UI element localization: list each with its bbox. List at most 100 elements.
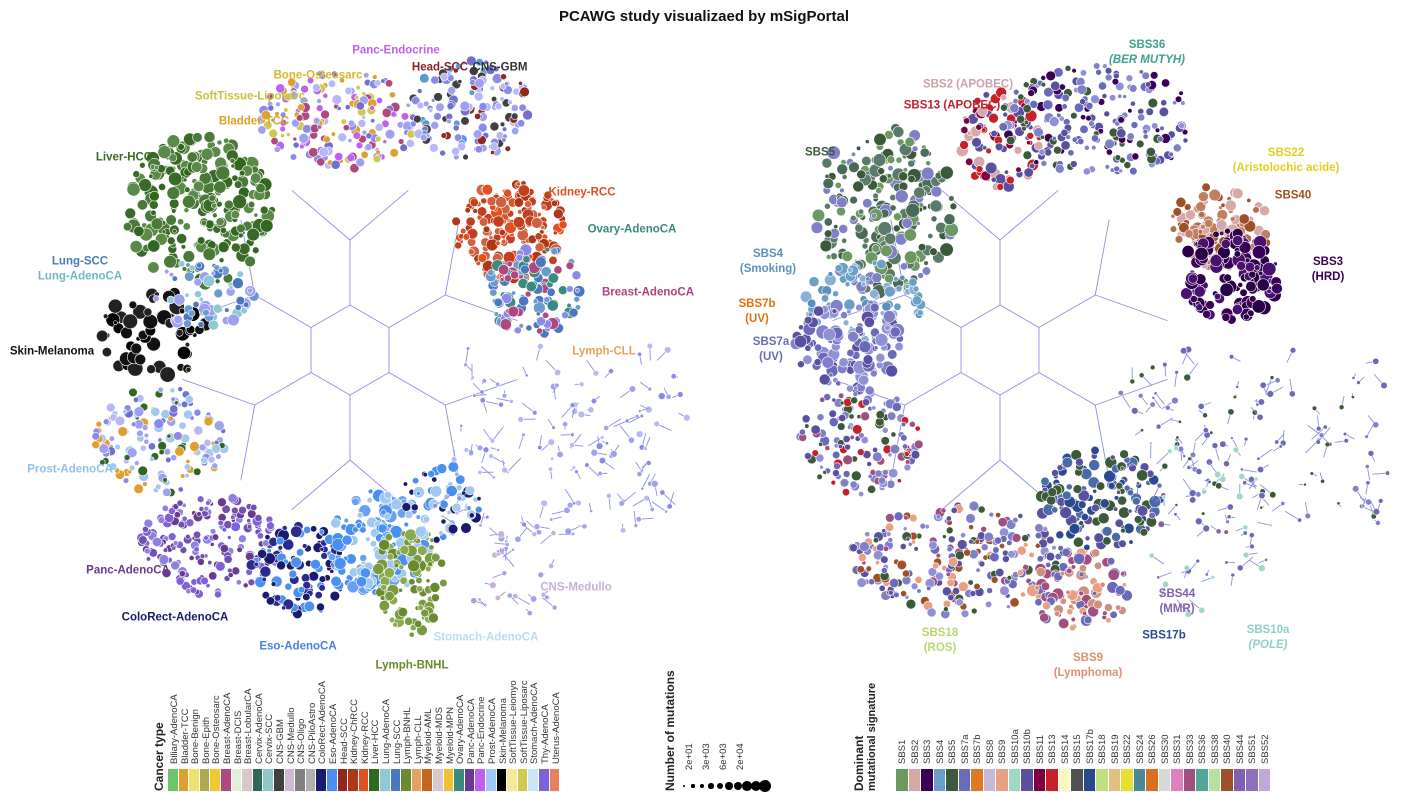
- sample-node: [1023, 105, 1031, 113]
- sample-node: [978, 506, 985, 513]
- sample-node: [1098, 82, 1106, 90]
- sample-node: [853, 181, 864, 192]
- sample-node: [644, 447, 648, 451]
- sample-node: [629, 386, 636, 393]
- sample-node: [1149, 512, 1156, 519]
- sample-node: [471, 598, 477, 604]
- sample-node: [507, 593, 512, 598]
- sample-node: [316, 105, 323, 112]
- sample-node: [1259, 206, 1269, 216]
- sample-node: [177, 500, 183, 506]
- sample-node: [200, 554, 205, 559]
- sample-node: [103, 314, 108, 319]
- sample-node: [985, 601, 992, 608]
- sample-node: [172, 276, 178, 282]
- sample-node: [554, 266, 562, 274]
- sample-node: [1092, 504, 1100, 512]
- sample-node: [572, 466, 576, 470]
- legend-label: SBS10a: [1010, 729, 1021, 764]
- sample-node: [170, 388, 175, 393]
- sample-node: [880, 556, 888, 564]
- sample-node: [1319, 433, 1324, 438]
- sample-node: [610, 450, 617, 457]
- sample-node: [1040, 613, 1049, 622]
- sample-node: [466, 217, 475, 226]
- size-legend-title: Number of mutations: [663, 670, 677, 791]
- sample-node: [888, 590, 893, 595]
- sample-node: [1137, 506, 1148, 517]
- sample-node: [1205, 573, 1208, 576]
- legend-swatch: [200, 769, 210, 791]
- sample-node: [1267, 390, 1274, 397]
- sample-node: [379, 600, 390, 611]
- sample-node: [201, 457, 208, 464]
- sample-node: [1041, 477, 1049, 485]
- sample-node: [162, 505, 168, 511]
- sample-node: [871, 213, 876, 218]
- sample-node: [981, 544, 988, 551]
- sample-node: [1079, 572, 1084, 577]
- sample-node: [239, 506, 247, 514]
- sample-node: [989, 113, 999, 123]
- sample-node: [906, 537, 910, 541]
- sample-node: [900, 263, 907, 270]
- sample-node: [511, 113, 518, 120]
- sample-node: [1214, 471, 1221, 478]
- sample-node: [1013, 89, 1019, 95]
- sample-node: [214, 421, 224, 431]
- sample-node: [520, 87, 530, 97]
- legend-swatch: [433, 769, 443, 791]
- sample-node: [378, 524, 387, 533]
- sample-node: [1004, 170, 1008, 174]
- legend-label: Liver-HCC: [370, 720, 381, 764]
- legend-swatch: [285, 769, 295, 791]
- sample-node: [1016, 115, 1024, 123]
- sample-node: [379, 539, 390, 550]
- sample-node: [888, 537, 893, 542]
- sample-node: [179, 422, 186, 429]
- sample-node: [1127, 133, 1134, 140]
- legend-swatch: [475, 769, 485, 791]
- sample-node: [1148, 98, 1158, 108]
- legend-label: Bone-Osteosarc: [211, 695, 222, 764]
- sample-node: [832, 470, 839, 477]
- sample-node: [220, 227, 226, 233]
- sample-node: [228, 314, 240, 326]
- sample-node: [496, 241, 501, 246]
- sample-node: [983, 146, 987, 150]
- sample-node: [809, 277, 819, 287]
- sample-node: [502, 571, 507, 576]
- sample-node: [1110, 611, 1118, 619]
- sample-node: [582, 524, 587, 529]
- cancer-type-label: Stomach-AdenoCA: [434, 631, 539, 646]
- sample-node: [142, 526, 148, 532]
- sample-node: [1312, 406, 1317, 411]
- sample-node: [447, 102, 454, 109]
- sample-node: [1024, 168, 1033, 177]
- sample-node: [1249, 271, 1256, 278]
- sample-node: [946, 516, 951, 521]
- sample-node: [464, 448, 469, 453]
- sample-node: [409, 632, 414, 637]
- sample-node: [1139, 70, 1143, 74]
- sample-node: [1175, 96, 1182, 103]
- sample-node: [367, 498, 372, 503]
- legend-label: CNS-Medullo: [286, 708, 297, 765]
- sample-node: [224, 555, 232, 563]
- tree-branch: [1258, 522, 1271, 525]
- sample-node: [188, 310, 195, 317]
- sample-node: [461, 117, 470, 126]
- sample-node: [399, 565, 404, 570]
- sample-node: [1115, 585, 1125, 595]
- sample-node: [865, 532, 870, 537]
- sample-node: [894, 303, 901, 310]
- sample-node: [148, 240, 160, 252]
- sample-node: [278, 545, 283, 550]
- sample-node: [1091, 446, 1099, 454]
- sample-node: [203, 248, 216, 261]
- sample-node: [537, 343, 543, 349]
- sample-node: [163, 548, 168, 553]
- sample-node: [271, 581, 276, 586]
- legend-swatch: [391, 769, 401, 791]
- sample-node: [471, 376, 475, 380]
